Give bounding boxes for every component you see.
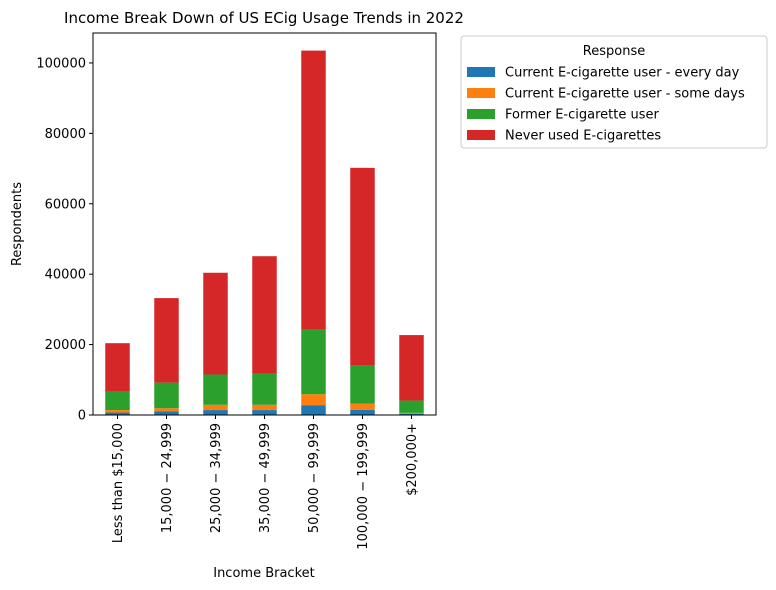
bar-segment	[252, 373, 277, 405]
y-axis: 0 20000 40000 60000 80000 100000	[36, 56, 93, 424]
bar-segment	[301, 394, 326, 406]
y-tick-label: 0	[78, 409, 86, 424]
bar-segment	[399, 400, 424, 413]
x-tick-label: $200,000+	[405, 423, 420, 496]
x-tick-label: 15,000 − 24,999	[160, 423, 175, 533]
legend: Response Current E-cigarette user - ever…	[460, 35, 768, 149]
bar-segment	[350, 167, 375, 366]
bar-segment	[154, 408, 179, 412]
x-tick-label: Less than $15,000	[111, 423, 126, 543]
bar-segment	[399, 413, 424, 415]
bar-segment	[252, 404, 277, 411]
bar-segment	[105, 410, 130, 413]
bar-segment	[203, 404, 228, 411]
legend-label: Former E-cigarette user	[505, 108, 659, 123]
bar-segment	[154, 382, 179, 409]
legend-frame	[460, 35, 768, 149]
bar-segment	[105, 412, 130, 415]
legend-swatch	[467, 88, 495, 98]
y-tick-label: 60000	[45, 197, 86, 212]
bar-segment	[301, 405, 326, 415]
chart-title: Income Break Down of US ECig Usage Trend…	[64, 9, 464, 27]
legend-swatch	[467, 130, 495, 140]
y-tick-label: 20000	[45, 338, 86, 353]
bar-segment	[203, 374, 228, 405]
x-tick-label: 35,000 − 49,999	[258, 423, 273, 533]
bar-segment	[252, 410, 277, 415]
bar-segment	[301, 329, 326, 395]
x-tick-label: 100,000 − 199,999	[356, 423, 371, 550]
bar-segment	[301, 50, 326, 330]
bar-segment	[399, 335, 424, 401]
legend-label: Current E-cigarette user - some days	[505, 87, 745, 102]
bar-segment	[154, 298, 179, 383]
bar-segment	[203, 410, 228, 415]
y-tick-label: 80000	[45, 127, 86, 142]
y-tick-label: 100000	[36, 56, 86, 71]
bar-segment	[105, 343, 130, 392]
bar-segment	[154, 411, 179, 415]
y-axis-label: Respondents	[10, 182, 25, 266]
legend-swatch	[467, 109, 495, 119]
x-axis: Less than $15,000 15,000 − 24,999 25,000 −…	[111, 415, 420, 550]
legend-swatch	[467, 67, 495, 77]
bars-group	[105, 50, 424, 415]
bar-segment	[350, 409, 375, 415]
legend-label: Current E-cigarette user - every day	[505, 66, 740, 81]
bar-segment	[350, 403, 375, 410]
x-tick-label: 25,000 − 34,999	[209, 423, 224, 533]
bar-segment	[105, 391, 130, 411]
bar-segment	[252, 256, 277, 374]
legend-title: Response	[583, 44, 645, 59]
x-tick-label: 50,000 − 99,999	[307, 423, 322, 533]
bar-segment	[350, 365, 375, 404]
bar-segment	[203, 272, 228, 375]
bar-segment	[399, 412, 424, 414]
legend-label: Never used E-cigarettes	[505, 129, 661, 144]
x-axis-label: Income Bracket	[213, 566, 315, 581]
y-tick-label: 40000	[45, 268, 86, 283]
